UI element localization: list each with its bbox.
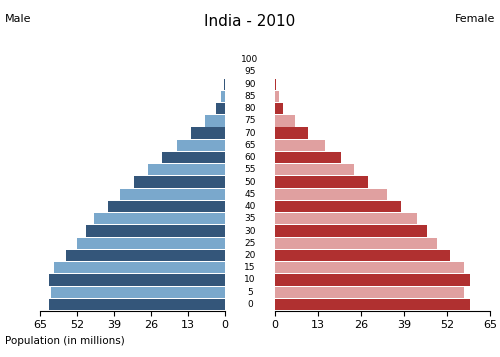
Bar (275, 164, 354, 175)
Bar (275, 91, 279, 102)
Text: India - 2010: India - 2010 (204, 14, 296, 29)
Bar (224, 79, 225, 90)
Bar (275, 287, 464, 298)
Bar (220, 91, 225, 102)
Bar (48, 275, 225, 286)
Bar (275, 262, 464, 273)
Text: 15: 15 (244, 263, 256, 272)
Text: 90: 90 (244, 80, 256, 89)
Bar (275, 79, 276, 90)
Bar (94, 213, 225, 225)
Bar (275, 152, 341, 163)
Bar (275, 250, 450, 261)
Text: 25: 25 (244, 239, 256, 248)
Bar (162, 152, 225, 163)
Bar (108, 201, 225, 212)
Text: Population (in millions): Population (in millions) (5, 336, 125, 346)
Bar (275, 189, 388, 200)
Text: 45: 45 (244, 190, 256, 199)
Bar (275, 127, 308, 139)
Text: 10: 10 (244, 276, 256, 285)
Bar (120, 189, 225, 200)
Text: 0: 0 (247, 300, 253, 309)
Bar (275, 275, 470, 286)
Bar (86, 225, 225, 237)
Bar (275, 140, 324, 151)
Bar (275, 299, 470, 310)
Bar (216, 103, 225, 114)
Text: 5: 5 (247, 288, 253, 297)
Text: 60: 60 (244, 153, 256, 162)
Bar (205, 115, 225, 126)
Bar (275, 213, 417, 225)
Bar (275, 201, 400, 212)
Text: Female: Female (454, 14, 495, 24)
Text: 50: 50 (244, 177, 256, 187)
Bar (176, 140, 225, 151)
Bar (54, 262, 225, 273)
Bar (148, 164, 225, 175)
Text: 35: 35 (244, 214, 256, 223)
Text: 30: 30 (244, 227, 256, 236)
Text: 65: 65 (244, 141, 256, 150)
Bar (77, 238, 225, 249)
Text: 20: 20 (244, 251, 256, 260)
Text: 85: 85 (244, 92, 256, 101)
Text: 80: 80 (244, 104, 256, 113)
Text: 100: 100 (242, 55, 258, 64)
Text: 55: 55 (244, 165, 256, 174)
Text: 95: 95 (244, 67, 256, 76)
Text: 75: 75 (244, 116, 256, 125)
Bar (191, 127, 225, 139)
Bar (275, 238, 437, 249)
Bar (52, 287, 225, 298)
Bar (134, 176, 225, 188)
Bar (275, 103, 283, 114)
Text: 70: 70 (244, 129, 256, 137)
Bar (275, 115, 295, 126)
Bar (275, 176, 368, 188)
Bar (48, 299, 225, 310)
Bar (66, 250, 225, 261)
Text: 40: 40 (244, 202, 256, 211)
Text: Male: Male (5, 14, 32, 24)
Bar (275, 225, 427, 237)
